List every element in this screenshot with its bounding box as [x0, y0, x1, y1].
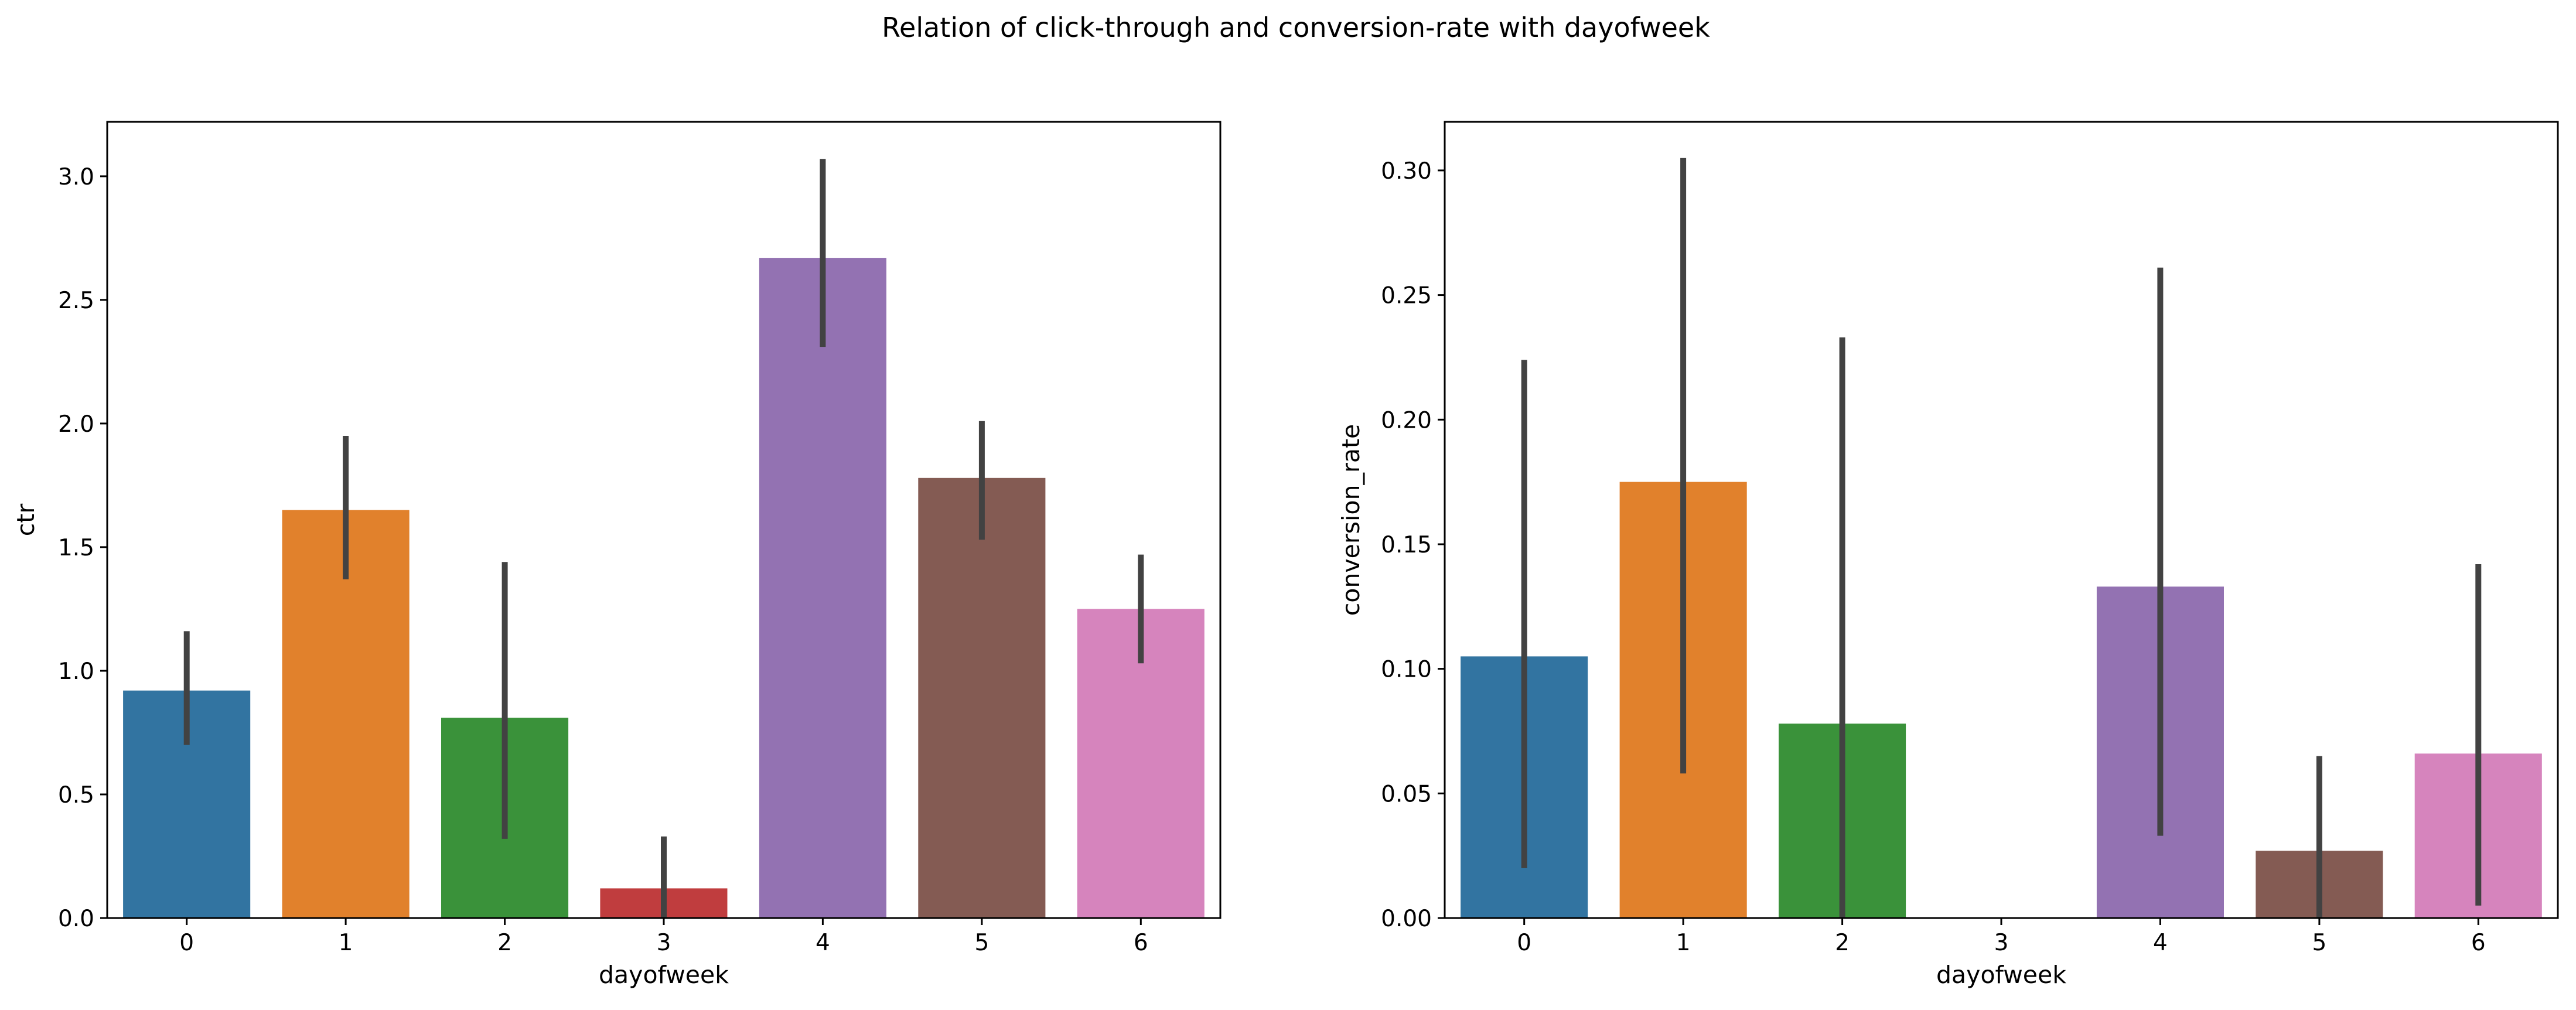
y-tick-label: 0.20: [1381, 407, 1432, 434]
y-tick-label: 1.5: [58, 535, 94, 561]
y-tick-label: 0.5: [58, 782, 94, 808]
y-tick-label: 2.5: [58, 288, 94, 314]
x-tick-label: 0: [1517, 930, 1531, 956]
y-tick-label: 0.25: [1381, 283, 1432, 309]
x-tick-label: 5: [2312, 930, 2326, 956]
y-tick-label: 0.0: [58, 906, 94, 932]
x-tick-label: 3: [1994, 930, 2009, 956]
y-tick-label: 0.05: [1381, 781, 1432, 807]
x-tick-label: 2: [497, 930, 512, 956]
y-tick-label: 0.30: [1381, 158, 1432, 185]
x-axis-label: dayofweek: [1936, 961, 2066, 989]
x-tick-label: 6: [2471, 930, 2486, 956]
y-tick-label: 0.15: [1381, 532, 1432, 558]
x-tick-label: 4: [2153, 930, 2168, 956]
x-axis-label: dayofweek: [599, 961, 729, 989]
ctr-bar-chart: 0.0 0.5 1.0 1.5 2.0 2.5 3.0 0 1 2 3 4 5 6 dayofweek ctr: [12, 121, 1222, 989]
y-tick-label: 0.10: [1381, 657, 1432, 683]
x-tick-label: 4: [816, 930, 830, 956]
y-axis-label: conversion_rate: [1337, 424, 1365, 616]
x-tick-label: 5: [974, 930, 989, 956]
x-tick-label: 6: [1134, 930, 1148, 956]
y-axis-label: ctr: [12, 504, 40, 537]
x-tick-label: 3: [657, 930, 671, 956]
conversion-rate-bar-chart: 0.00 0.05 0.10 0.15 0.20 0.25 0.30 0 1 2 3 4 5 6 dayof…: [1337, 121, 2559, 989]
x-tick-label: 2: [1835, 930, 1850, 956]
y-tick-label: 0.00: [1381, 906, 1432, 932]
figure-title: Relation of click-through and conversion…: [882, 12, 1710, 43]
y-tick-label: 2.0: [58, 411, 94, 438]
bar-4: [759, 258, 886, 919]
bar-5: [918, 477, 1046, 918]
x-tick-label: 0: [179, 930, 194, 956]
y-tick-label: 3.0: [58, 164, 94, 190]
y-tick-label: 1.0: [58, 658, 94, 685]
x-tick-label: 1: [339, 930, 353, 956]
x-tick-label: 1: [1676, 930, 1691, 956]
